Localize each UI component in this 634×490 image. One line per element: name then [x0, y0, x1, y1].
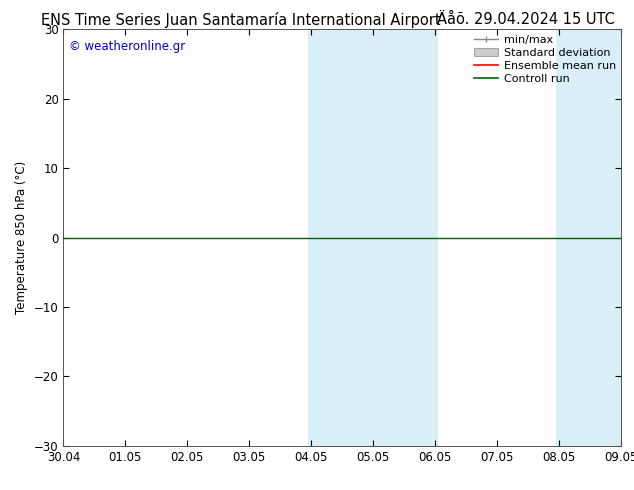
Bar: [556, 29, 624, 446]
Text: © weatheronline.gr: © weatheronline.gr: [69, 40, 185, 53]
Text: ENS Time Series Juan Santamaría International Airport: ENS Time Series Juan Santamaría Internat…: [41, 12, 441, 28]
Y-axis label: Temperature 850 hPa (°C): Temperature 850 hPa (°C): [15, 161, 29, 314]
Bar: [308, 29, 346, 446]
Bar: [346, 29, 439, 446]
Text: Äåõ. 29.04.2024 15 UTC: Äåõ. 29.04.2024 15 UTC: [437, 12, 615, 27]
Legend: min/max, Standard deviation, Ensemble mean run, Controll run: min/max, Standard deviation, Ensemble me…: [470, 32, 619, 87]
